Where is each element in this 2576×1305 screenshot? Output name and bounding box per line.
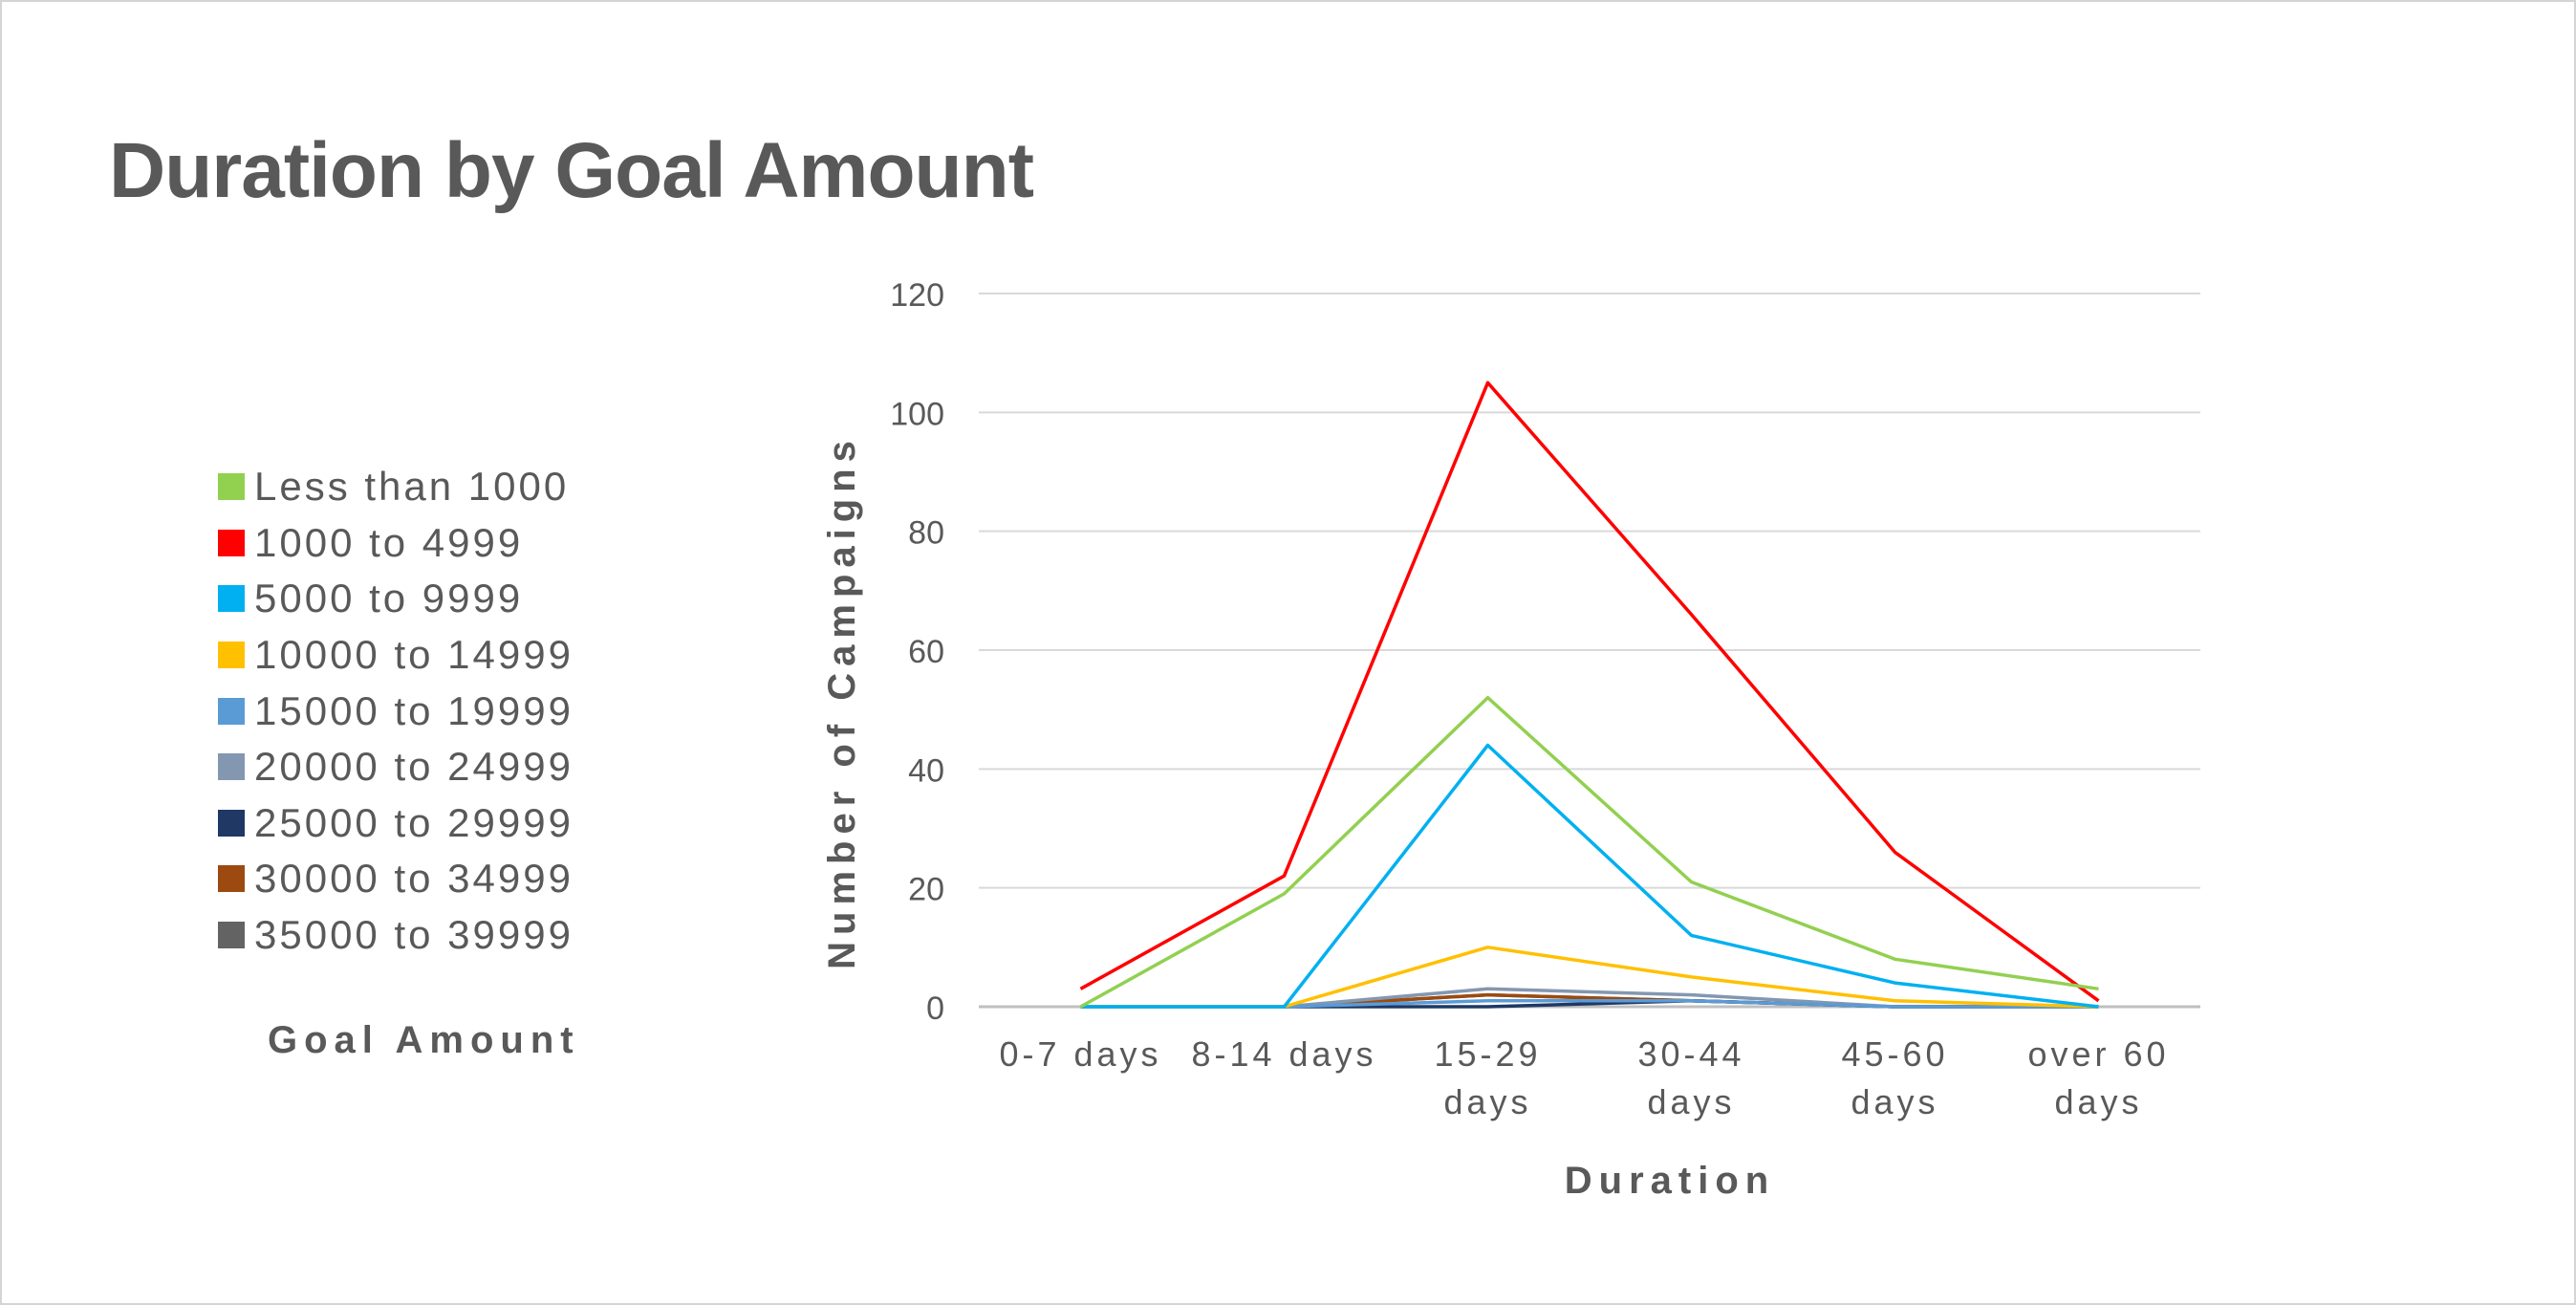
- y-tick-label: 120: [890, 277, 944, 314]
- x-tick-label: 45-60 days: [1841, 1034, 1948, 1121]
- y-tick-label: 20: [908, 872, 944, 908]
- legend-swatch: [218, 585, 245, 613]
- y-tick-label: 60: [908, 634, 944, 670]
- legend-label: Less than 1000: [254, 464, 570, 510]
- y-tick-label: 40: [908, 752, 944, 789]
- legend-swatch: [218, 642, 245, 669]
- legend-swatch: [218, 473, 245, 501]
- x-axis-label: Duration: [1565, 1160, 1775, 1202]
- legend-item: 35000 to 39999: [218, 907, 574, 964]
- legend-swatch: [218, 697, 245, 725]
- legend-label: 10000 to 14999: [254, 632, 574, 678]
- x-tick-label: over 60 days: [2027, 1034, 2169, 1121]
- legend: Less than 1000 1000 to 4999 5000 to 9999 10…: [218, 459, 574, 963]
- y-axis-ticks: 0 20 40 60 80 100 120: [890, 277, 944, 1027]
- legend-swatch: [218, 809, 245, 837]
- y-tick-label: 100: [890, 396, 944, 432]
- x-axis-ticks: 0-7 days 8-14 days 15-29 days 30-44 days 45-60…: [999, 1034, 2169, 1121]
- legend-item: Less than 1000: [218, 459, 574, 515]
- y-tick-label: 0: [926, 990, 944, 1027]
- legend-item: 15000 to 19999: [218, 683, 574, 739]
- y-axis-label: Number of Campaigns: [821, 434, 863, 969]
- legend-swatch: [218, 753, 245, 781]
- x-tick-label: 15-29 days: [1434, 1034, 1541, 1121]
- legend-label: 35000 to 39999: [254, 912, 574, 958]
- legend-item: 1000 to 4999: [218, 515, 574, 572]
- legend-swatch: [218, 529, 245, 556]
- legend-swatch: [218, 865, 245, 893]
- series-lines: [1079, 381, 2100, 1009]
- legend-label: 1000 to 4999: [254, 519, 524, 565]
- legend-item: 25000 to 29999: [218, 795, 574, 852]
- legend-title: Goal Amount: [268, 1019, 580, 1061]
- legend-label: 20000 to 24999: [254, 744, 574, 790]
- legend-item: 20000 to 24999: [218, 739, 574, 795]
- x-tick-label: 30-44 days: [1637, 1034, 1744, 1121]
- gridlines: [979, 293, 2200, 1009]
- series-line-less-than-1000: [1079, 695, 2099, 1009]
- legend-label: 25000 to 29999: [254, 799, 574, 845]
- chart-title: Duration by Goal Amount: [109, 127, 1034, 214]
- series-line-1000-to-4999: [1079, 381, 2100, 1003]
- series-line-5000-to-9999: [1080, 743, 2099, 1009]
- x-tick-label: 8-14 days: [1191, 1034, 1376, 1074]
- legend-label: 30000 to 34999: [254, 856, 574, 902]
- x-tick-label: 0-7 days: [999, 1034, 1161, 1074]
- legend-item: 10000 to 14999: [218, 627, 574, 684]
- legend-item: 5000 to 9999: [218, 571, 574, 627]
- legend-label: 15000 to 19999: [254, 687, 574, 733]
- legend-swatch: [218, 922, 245, 949]
- legend-item: 30000 to 34999: [218, 851, 574, 907]
- y-tick-label: 80: [908, 515, 944, 552]
- legend-label: 5000 to 9999: [254, 576, 524, 621]
